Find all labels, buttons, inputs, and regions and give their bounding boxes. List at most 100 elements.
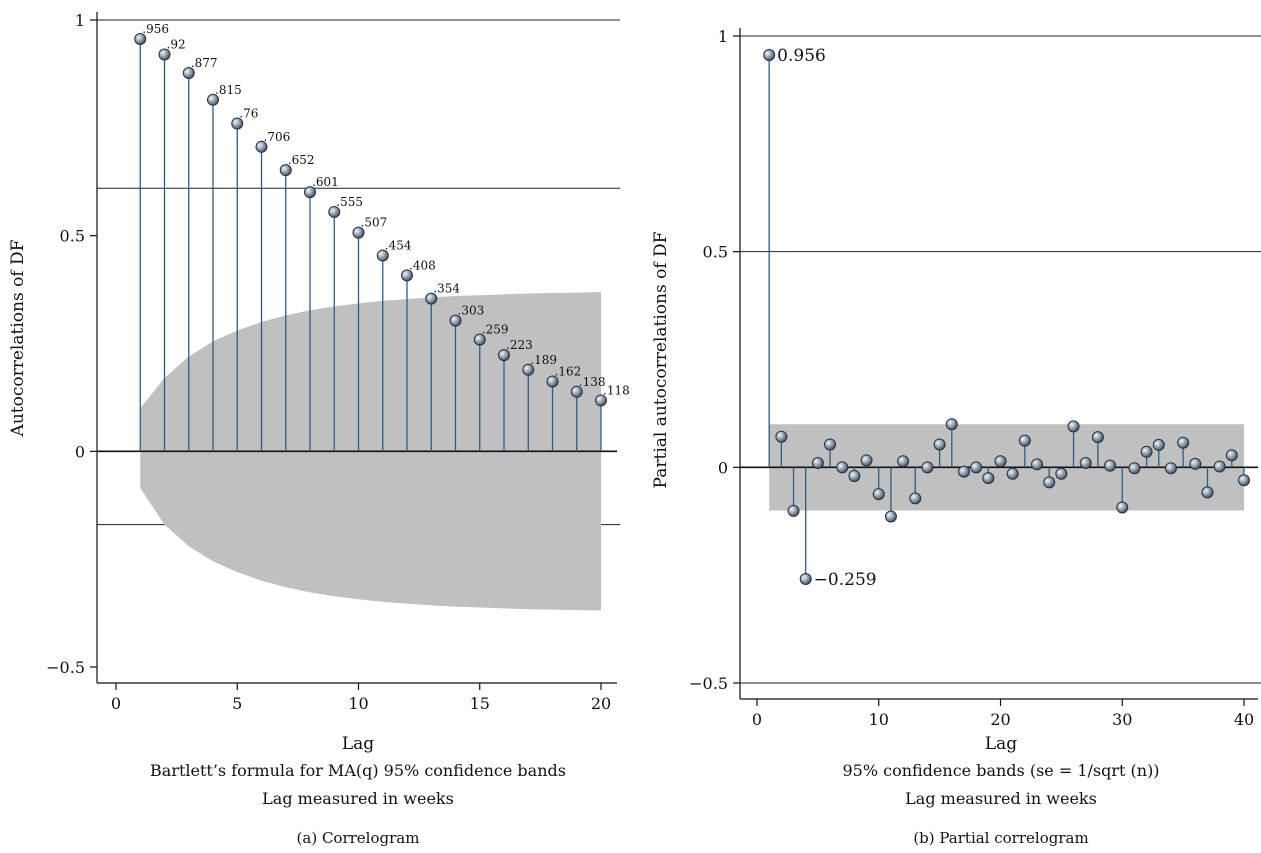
panel-a-x-axis-title: Lag xyxy=(342,734,374,754)
stem-marker xyxy=(207,93,219,106)
data-label: .354 xyxy=(433,282,460,296)
stem-marker xyxy=(1152,438,1165,451)
stem-marker xyxy=(836,461,849,474)
stem-marker xyxy=(1031,458,1044,471)
stem-marker xyxy=(595,394,607,407)
stem-marker xyxy=(352,226,365,239)
stem-marker xyxy=(824,438,837,451)
y-tick-label: 1 xyxy=(75,11,85,30)
stem-marker xyxy=(872,488,885,501)
data-label: .815 xyxy=(215,83,242,97)
stem-marker xyxy=(921,461,934,474)
panel-b-partial-correlogram: 0.956−0.259 −0.500.510 10 20 30 40 Lag Parti… xyxy=(651,27,1261,847)
y-tick-label: 0 xyxy=(718,458,728,477)
stem-marker xyxy=(775,430,788,443)
stem-marker xyxy=(182,67,195,80)
stem-marker xyxy=(1225,449,1238,462)
stem-marker xyxy=(799,573,812,586)
data-label: .408 xyxy=(409,258,436,272)
stem-marker xyxy=(328,205,341,218)
data-label: .76 xyxy=(239,107,258,121)
x-tick-label: 5 xyxy=(232,694,242,713)
panel-a-note-1: Bartlett’s formula for MA(q) 95% confide… xyxy=(150,761,566,780)
data-label: .162 xyxy=(555,364,582,378)
stem-marker xyxy=(884,510,897,523)
stem-marker xyxy=(1018,434,1031,447)
x-tick-label: 30 xyxy=(1112,710,1132,729)
stem-marker xyxy=(787,504,800,517)
stem-marker xyxy=(1128,462,1141,475)
stem-marker xyxy=(1043,476,1056,489)
stem-marker xyxy=(376,249,389,262)
stem-marker xyxy=(994,455,1007,468)
data-label: .601 xyxy=(312,175,339,189)
x-tick-label: 20 xyxy=(591,694,611,713)
y-tick-label: −0.5 xyxy=(689,674,728,693)
data-label: .454 xyxy=(385,239,412,253)
stem-marker xyxy=(1164,462,1177,475)
panel-a-note-2: Lag measured in weeks xyxy=(262,789,454,808)
panel-a-caption: (a) Correlogram xyxy=(297,829,420,847)
stem-marker xyxy=(304,186,316,199)
data-label: .652 xyxy=(288,153,315,167)
panel-b-x-axis-title: Lag xyxy=(985,734,1017,754)
data-label: 0.956 xyxy=(777,46,826,66)
panel-a-correlogram: .956 .92 .877 .815 .76 .706 .652 .601 .555 .507 .4… xyxy=(8,11,630,847)
stem-marker xyxy=(1091,431,1104,444)
data-label: .92 xyxy=(167,38,186,52)
stem-marker xyxy=(982,472,995,485)
stem-marker xyxy=(848,469,861,482)
x-tick-label: 10 xyxy=(869,710,889,729)
stem-marker xyxy=(255,140,268,153)
stem-marker xyxy=(945,418,958,431)
stem-marker xyxy=(134,32,147,45)
y-tick-label: 0.5 xyxy=(703,243,728,262)
data-label: .189 xyxy=(530,353,557,367)
stem-marker xyxy=(1006,467,1019,480)
data-label: .223 xyxy=(506,338,533,352)
data-label: .303 xyxy=(458,304,485,318)
data-label: .877 xyxy=(191,56,218,70)
stem-marker xyxy=(546,375,559,388)
stem-marker xyxy=(1067,420,1080,433)
x-tick-label: 15 xyxy=(470,694,490,713)
stem-marker xyxy=(570,385,583,398)
y-tick-label: 1 xyxy=(718,27,728,46)
stem-marker xyxy=(1213,460,1226,473)
stem-marker xyxy=(1140,445,1153,458)
stem-marker xyxy=(498,349,510,362)
y-tick-label: 0.5 xyxy=(60,227,85,246)
data-label: .118 xyxy=(603,383,630,397)
stem-marker xyxy=(763,48,776,61)
data-label: .956 xyxy=(142,22,169,36)
y-tick-label: −0.5 xyxy=(46,658,85,677)
stem-marker xyxy=(970,461,983,474)
stem-marker xyxy=(811,457,824,470)
stem-marker xyxy=(231,117,244,130)
panel-a-y-axis-title: Autocorrelations of DF xyxy=(8,239,28,437)
stem-marker xyxy=(1055,467,1068,480)
stem-marker xyxy=(279,164,292,177)
stem-marker xyxy=(1104,459,1117,472)
panel-b-y-axis-title: Partial autocorrelations of DF xyxy=(651,231,671,488)
data-label: .555 xyxy=(336,195,363,209)
stem-marker xyxy=(449,314,462,327)
data-label: .507 xyxy=(361,216,388,230)
y-tick-label: 0 xyxy=(75,442,85,461)
data-label: .706 xyxy=(264,130,291,144)
stem-marker xyxy=(933,438,946,451)
stem-marker xyxy=(1238,474,1250,487)
x-tick-label: 0 xyxy=(752,710,762,729)
data-label: .138 xyxy=(579,375,606,389)
panel-b-note-2: Lag measured in weeks xyxy=(905,789,1097,808)
stem-marker xyxy=(473,333,486,346)
x-tick-label: 40 xyxy=(1234,710,1254,729)
stem-marker xyxy=(1116,501,1129,514)
x-tick-label: 10 xyxy=(348,694,368,713)
stem-marker xyxy=(957,465,970,478)
stem-marker xyxy=(158,48,171,61)
stem-marker xyxy=(897,455,910,468)
stem-marker xyxy=(1177,436,1190,449)
stem-marker xyxy=(909,492,922,505)
